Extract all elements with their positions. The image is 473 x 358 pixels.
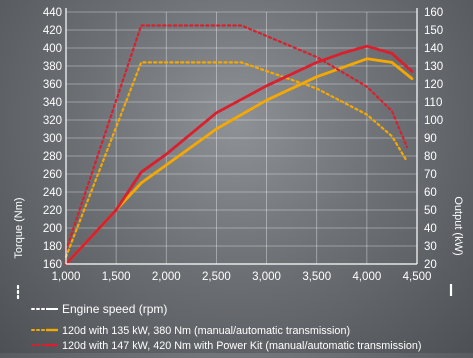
x-tick-2000: 2,000 xyxy=(152,271,181,283)
y-right-tick-40: 40 xyxy=(424,223,437,235)
y-left-tick-360: 360 xyxy=(43,79,62,91)
y-left-tick-420: 420 xyxy=(43,25,62,37)
y-right-tick-130: 130 xyxy=(424,61,443,73)
y-left-tick-340: 340 xyxy=(43,97,62,109)
x-tick-3000: 3,000 xyxy=(252,271,281,283)
y-left-tick-400: 400 xyxy=(43,43,62,55)
x-tick-4500: 4,500 xyxy=(403,271,432,283)
y-left-tick-320: 320 xyxy=(43,115,62,127)
y-right-tick-80: 80 xyxy=(424,151,437,163)
y-axis-right-title: Output (kW) xyxy=(452,196,464,255)
y-left-tick-200: 200 xyxy=(43,223,62,235)
y-left-tick-260: 260 xyxy=(43,169,62,181)
y-left-tick-220: 220 xyxy=(43,205,62,217)
legend-entry-135kw: 120d with 135 kW, 380 Nm (manual/automat… xyxy=(62,325,350,337)
y-axis-left-title: Torque (Nm) xyxy=(13,197,25,258)
y-left-tick-240: 240 xyxy=(43,187,62,199)
legend-entry-147kw: 120d with 147 kW, 420 Nm with Power Kit … xyxy=(62,340,421,352)
y-right-tick-90: 90 xyxy=(424,133,437,145)
x-tick-2500: 2,500 xyxy=(202,271,231,283)
x-tick-1000: 1,000 xyxy=(52,271,81,283)
x-tick-3500: 3,500 xyxy=(302,271,331,283)
y-right-tick-160: 160 xyxy=(424,7,443,19)
y-right-tick-60: 60 xyxy=(424,187,437,199)
y-right-tick-120: 120 xyxy=(424,79,443,91)
series-line-torque_147 xyxy=(64,24,409,252)
y-left-tick-380: 380 xyxy=(43,61,62,73)
x-tick-4000: 4,000 xyxy=(352,271,381,283)
y-right-tick-150: 150 xyxy=(424,25,443,37)
axes-layer xyxy=(65,8,418,265)
y-right-tick-140: 140 xyxy=(424,43,443,55)
y-right-tick-70: 70 xyxy=(424,169,437,181)
x-tick-1500: 1,500 xyxy=(102,271,131,283)
y-right-tick-110: 110 xyxy=(424,97,442,109)
y-left-tick-160: 160 xyxy=(43,259,62,271)
series-line-output_147 xyxy=(64,44,414,266)
series-layer xyxy=(64,24,414,266)
grid xyxy=(65,11,418,265)
series-line-output_135 xyxy=(64,57,414,266)
y-left-tick-180: 180 xyxy=(43,241,62,253)
y-right-tick-20: 20 xyxy=(424,259,437,271)
labels-layer: Torque (Nm) Output (kW) Engine speed (rp… xyxy=(13,7,464,352)
y-right-tick-50: 50 xyxy=(424,205,437,217)
y-right-tick-100: 100 xyxy=(424,115,443,127)
y-left-tick-280: 280 xyxy=(43,151,62,163)
y-left-tick-440: 440 xyxy=(43,7,62,19)
y-right-tick-30: 30 xyxy=(424,241,437,253)
x-axis-title: Engine speed (rpm) xyxy=(62,302,167,316)
y-left-tick-300: 300 xyxy=(43,133,62,145)
series-line-torque_135 xyxy=(64,61,409,258)
